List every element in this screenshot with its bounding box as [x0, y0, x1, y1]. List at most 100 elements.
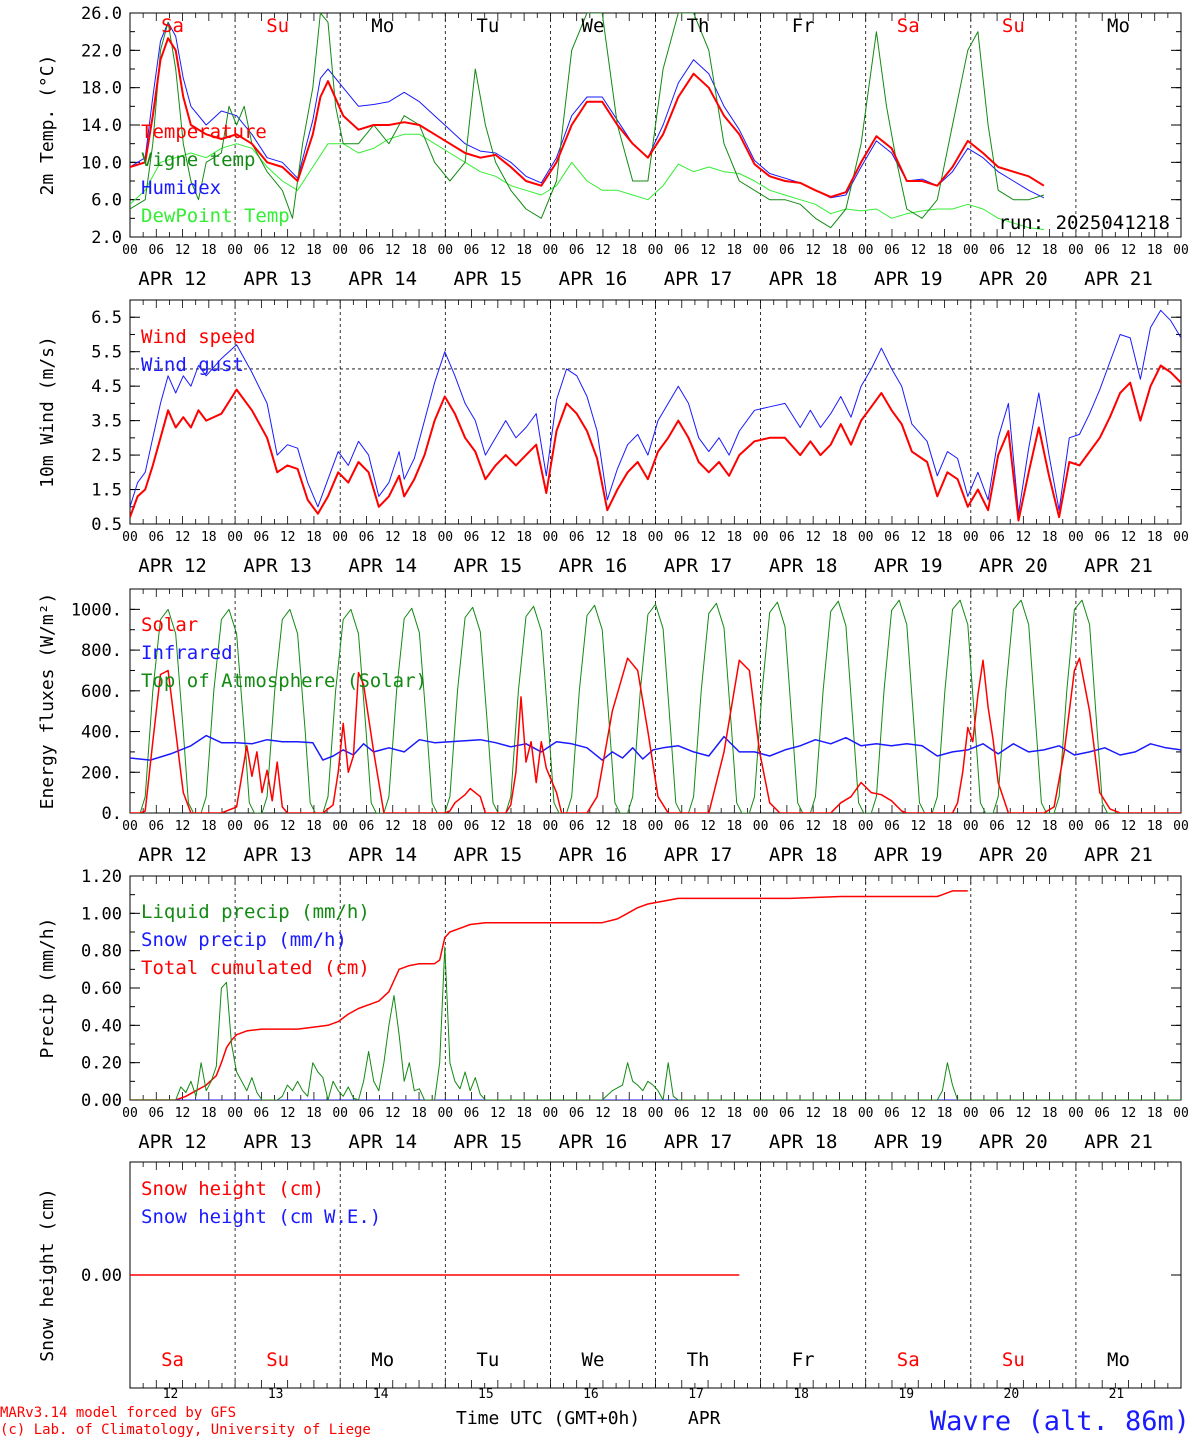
date-label: APR 19 [874, 1131, 943, 1153]
hour-tick-label: 00 [122, 819, 138, 834]
hour-tick-label: 00 [753, 819, 769, 834]
day-of-week-label: Tu [476, 15, 499, 37]
panel-4: 0.00 Snow height (cm) Snow height (cm) Snow… [37, 1161, 1182, 1402]
hour-tick-label: 12 [805, 1106, 821, 1121]
hour-tick-label: 00 [963, 530, 979, 545]
hour-tick-label: 00 [753, 1106, 769, 1121]
hour-tick-label: 12 [595, 1106, 611, 1121]
hour-tick-label: 00 [122, 1106, 138, 1121]
hour-tick-label: 18 [621, 1106, 637, 1121]
hour-tick-label: 12 [1121, 530, 1137, 545]
hour-tick-label: 12 [910, 243, 926, 258]
hour-tick-label: 00 [437, 243, 453, 258]
hour-tick-label: 06 [148, 1106, 164, 1121]
y-tick-label: 600. [81, 682, 122, 702]
hour-tick-label: 00 [648, 1106, 664, 1121]
hour-tick-label: 12 [1121, 243, 1137, 258]
hour-tick-label: 00 [122, 243, 138, 258]
hour-tick-label: 00 [543, 243, 559, 258]
hour-tick-label: 12 [805, 530, 821, 545]
hour-tick-label: 06 [884, 530, 900, 545]
hour-tick-label: 18 [621, 243, 637, 258]
hour-tick-label: 00 [437, 530, 453, 545]
legend-entry: Liquid precip (mm/h) [141, 901, 370, 923]
y-tick-label: 2.0 [91, 228, 122, 248]
y-axis-label: 10m Wind (m/s) [37, 336, 58, 488]
y-axis-label: Energy fluxes (W/m²) [37, 593, 58, 810]
series-line-top-of-atmosphere-solar- [130, 599, 1181, 813]
hour-tick-label: 18 [1042, 819, 1058, 834]
y-tick-label: 0.40 [81, 1016, 122, 1036]
hour-tick-label: 12 [1016, 819, 1032, 834]
day-number-label: 14 [373, 1387, 389, 1402]
hour-tick-label: 12 [385, 243, 401, 258]
x-axis-month: APR [688, 1408, 721, 1429]
hour-tick-label: 18 [832, 530, 848, 545]
hour-tick-label: 06 [464, 530, 480, 545]
day-of-week-label: Sa [897, 1349, 920, 1371]
hour-tick-label: 06 [674, 819, 690, 834]
hour-tick-label: 18 [832, 1106, 848, 1121]
x-axis-label: Time UTC (GMT+0h) [456, 1408, 640, 1429]
hour-tick-label: 06 [569, 1106, 585, 1121]
hour-tick-label: 18 [726, 819, 742, 834]
day-of-week-label: Mo [1107, 1349, 1130, 1371]
hour-tick-label: 00 [963, 819, 979, 834]
hour-tick-label: 06 [359, 1106, 375, 1121]
hour-tick-label: 06 [148, 530, 164, 545]
hour-tick-label: 06 [674, 243, 690, 258]
date-label: APR 18 [769, 555, 838, 577]
hour-tick-label: 18 [516, 243, 532, 258]
hour-tick-label: 00 [332, 530, 348, 545]
hour-tick-label: 00 [963, 243, 979, 258]
date-label: APR 21 [1084, 555, 1153, 577]
date-label: APR 21 [1084, 1131, 1153, 1153]
day-of-week-label: We [582, 1349, 605, 1371]
y-tick-label: 6.5 [91, 308, 122, 328]
date-label: APR 17 [664, 844, 733, 866]
day-number-label: 21 [1109, 1387, 1125, 1402]
hour-tick-label: 12 [385, 1106, 401, 1121]
hour-tick-label: 18 [726, 243, 742, 258]
legend-entry: DewPoint Temp [141, 205, 290, 227]
hour-tick-label: 12 [385, 819, 401, 834]
date-label: APR 15 [454, 844, 523, 866]
hour-tick-label: 18 [1147, 819, 1163, 834]
legend-entry: Vigne temp [141, 149, 255, 171]
date-label: APR 18 [769, 1131, 838, 1153]
day-of-week-label: Sa [161, 1349, 184, 1371]
legend-entry: Snow height (cm W.E.) [141, 1206, 381, 1228]
hour-tick-label: 06 [884, 243, 900, 258]
footer-model: MARv3.14 model forced by GFS [0, 1405, 236, 1421]
hour-tick-label: 00 [332, 1106, 348, 1121]
hour-tick-label: 12 [175, 1106, 191, 1121]
date-label: APR 16 [559, 1131, 628, 1153]
hour-tick-label: 18 [306, 530, 322, 545]
series-line-humidex [130, 21, 1045, 199]
series-line-temperature [130, 37, 1045, 198]
legend-entry: Snow height (cm) [141, 1178, 324, 1200]
hour-tick-label: 18 [306, 819, 322, 834]
hour-tick-label: 06 [884, 819, 900, 834]
date-label: APR 14 [348, 1131, 417, 1153]
hour-tick-label: 12 [805, 819, 821, 834]
hour-tick-label: 12 [175, 243, 191, 258]
hour-tick-label: 18 [306, 1106, 322, 1121]
hour-tick-label: 18 [516, 530, 532, 545]
day-number-label: 18 [793, 1387, 809, 1402]
hour-tick-label: 00 [543, 530, 559, 545]
date-label: APR 15 [454, 555, 523, 577]
hour-tick-label: 00 [1068, 819, 1084, 834]
y-tick-label: 0.00 [81, 1091, 122, 1111]
date-label: APR 13 [243, 555, 312, 577]
hour-tick-label: 18 [937, 819, 953, 834]
hour-tick-label: 00 [437, 819, 453, 834]
date-label: APR 19 [874, 555, 943, 577]
hour-tick-label: 06 [359, 243, 375, 258]
hour-tick-label: 00 [1173, 243, 1189, 258]
day-of-week-label: Th [687, 1349, 710, 1371]
hour-tick-label: 12 [595, 819, 611, 834]
day-of-week-label: Su [1002, 1349, 1025, 1371]
day-of-week-label: Sa [161, 15, 184, 37]
